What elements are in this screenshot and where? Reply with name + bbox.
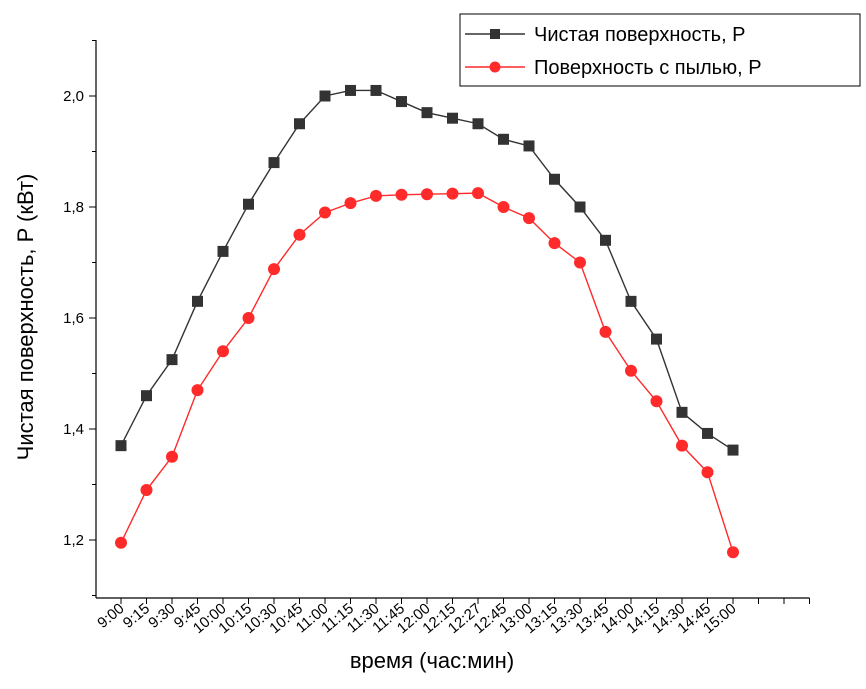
legend-marker-series-1 (490, 29, 500, 39)
series-2-point (293, 228, 306, 241)
series-2-point (497, 201, 510, 213)
series-1-point (319, 90, 331, 102)
series-2-point (140, 484, 153, 497)
series-2-point (370, 189, 382, 202)
series-2-point (625, 364, 637, 377)
y-tick-label: 1,2 (63, 532, 84, 549)
series-2-point (676, 439, 688, 452)
series-2-point (574, 256, 586, 269)
series-2-point (472, 187, 484, 200)
series-1-point (523, 140, 535, 152)
y-tick-label: 1,8 (63, 199, 84, 216)
series-1-point (625, 295, 637, 307)
series-1-line (120, 89, 734, 451)
x-ticks: 9:009:159:309:4510:0010:1510:3010:4511:0… (94, 598, 810, 637)
series-2-point (599, 325, 612, 338)
y-tick-label: 1,4 (63, 421, 84, 438)
series-1 (115, 84, 739, 456)
series-1-point (166, 354, 178, 366)
series-2-point (446, 187, 459, 200)
series-1-point (574, 201, 586, 213)
y-axis-title: Чистая поверхность, P (кВт) (13, 174, 38, 461)
series-2-point (421, 188, 433, 201)
series-2-point (701, 466, 714, 479)
y-tick-label: 2,0 (63, 88, 84, 105)
series-2-point (395, 188, 408, 201)
series-layer (115, 84, 739, 559)
series-2-point (650, 395, 663, 408)
series-2-point (268, 263, 280, 276)
series-1-point (651, 333, 662, 345)
series-2-point (191, 384, 204, 397)
series-1-point (243, 198, 254, 210)
series-2-point (548, 237, 561, 250)
series-2-line (120, 192, 734, 553)
series-1-point (727, 444, 739, 456)
series-1-point (115, 440, 127, 452)
series-1-point (676, 406, 688, 418)
series-2-point (217, 345, 229, 358)
series-2-point (166, 450, 178, 463)
series-2-point (242, 312, 255, 324)
series-1-point (141, 390, 152, 402)
series-1-point (370, 84, 382, 96)
series-2-point (319, 206, 331, 219)
x-axis-title: время (час:мин) (350, 648, 514, 673)
series-2-point (727, 546, 739, 559)
series-1-point (421, 107, 433, 119)
series-1-point (702, 427, 713, 439)
series-1-point (396, 96, 407, 108)
series-1-point (447, 112, 458, 124)
series-1-point (498, 133, 509, 145)
legend: Чистая поверхность, P Поверхность с пыль… (459, 13, 861, 87)
series-2 (115, 187, 739, 559)
series-1-point (217, 245, 229, 257)
legend-label-series-2: Поверхность с пылью, P (534, 57, 762, 79)
legend-marker-series-2 (489, 61, 501, 73)
series-1-point (192, 295, 203, 307)
series-1-point (472, 118, 484, 130)
y-ticks: 1,2 1,4 1,6 1,8 2,0 (63, 40, 96, 596)
legend-label-series-1: Чистая поверхность, P (534, 24, 746, 46)
series-2-point (115, 536, 127, 549)
series-2-point (523, 212, 535, 225)
series-1-point (268, 157, 280, 169)
series-1-point (549, 173, 560, 185)
series-1-point (600, 234, 611, 246)
legend-box (459, 13, 861, 87)
series-1-point (294, 118, 305, 130)
series-1-point (345, 84, 356, 96)
series-2-point (344, 197, 357, 210)
y-tick-label: 1,6 (63, 310, 84, 327)
